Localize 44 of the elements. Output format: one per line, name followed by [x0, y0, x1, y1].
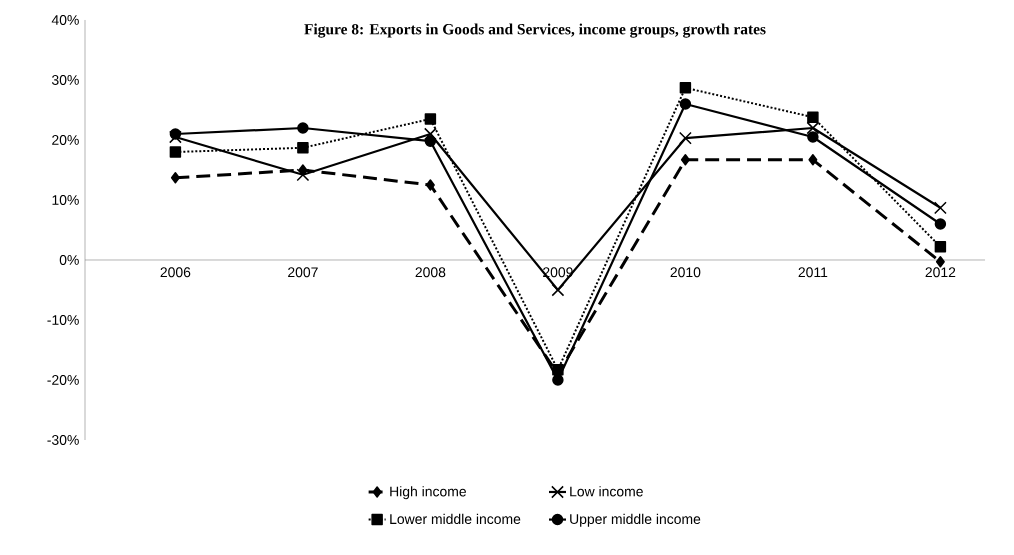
y-tick-label: 40%: [51, 15, 79, 25]
legend-label: High income: [390, 486, 466, 500]
point: [679, 98, 692, 110]
point: [424, 135, 437, 147]
x-tick-label: 2007: [288, 267, 318, 278]
point: [808, 154, 818, 166]
y-tick-label: -20%: [47, 375, 79, 385]
legend-label: Low income: [570, 486, 643, 497]
point: [679, 82, 692, 94]
point: [424, 127, 437, 141]
x-tick-label: 2008: [415, 267, 446, 278]
x-tick-label: 2012: [925, 267, 956, 278]
y-tick-label: -30%: [47, 435, 79, 445]
point: [170, 172, 180, 184]
legend-label: Lower middle income: [390, 513, 521, 525]
point: [935, 256, 945, 268]
point: [551, 283, 565, 297]
legend-label: Upper middle income: [570, 513, 701, 527]
point: [807, 111, 819, 123]
point: [169, 146, 182, 158]
point: [552, 364, 564, 376]
point: [297, 122, 309, 134]
chart-title: Figure 8: Exports in Goods and Services, income groups, growth rates: [304, 23, 766, 38]
y-tick-label: 10%: [52, 195, 79, 205]
point: [296, 168, 310, 182]
point: [552, 374, 564, 386]
point: [297, 142, 309, 154]
x-tick-label: 2010: [670, 267, 701, 278]
y-tick-label: 20%: [52, 135, 79, 145]
point: [169, 128, 182, 140]
point: [679, 131, 692, 145]
y-tick-label: 30%: [51, 75, 79, 85]
point: [934, 241, 947, 253]
x-tick-label: 2011: [798, 267, 828, 278]
x-tick-label: 2006: [160, 267, 191, 278]
point: [424, 113, 437, 125]
point: [425, 179, 435, 191]
point: [680, 154, 690, 166]
y-tick-label: -10%: [47, 315, 79, 325]
point: [806, 121, 820, 135]
y-tick-label: 0%: [59, 255, 79, 265]
point: [807, 131, 819, 143]
point: [934, 201, 947, 215]
point: [934, 218, 947, 230]
